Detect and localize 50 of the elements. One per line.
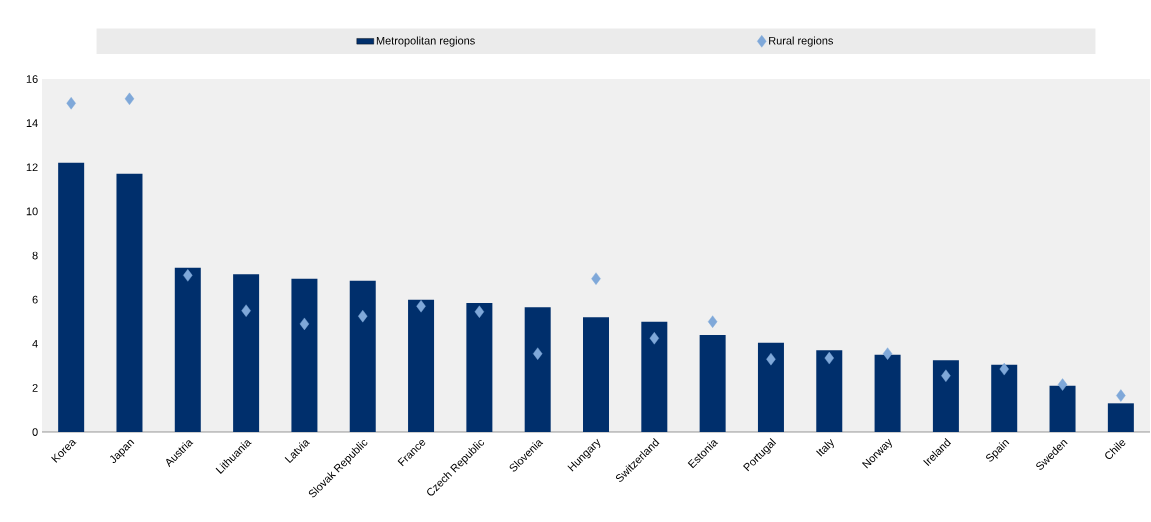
bar	[116, 173, 143, 432]
point	[591, 272, 601, 285]
point	[241, 304, 251, 317]
point	[474, 305, 485, 318]
point	[124, 92, 135, 106]
bar	[583, 317, 609, 432]
y-tick-label: 2	[32, 384, 38, 392]
point	[416, 300, 426, 313]
y-tick-label: 10	[26, 207, 38, 216]
bar	[174, 267, 201, 432]
bar	[699, 334, 726, 432]
point	[1057, 378, 1068, 391]
point	[1116, 389, 1126, 402]
point	[766, 352, 776, 366]
bar	[874, 354, 901, 432]
y-tick-label: 0	[32, 428, 38, 436]
legend-label: Metropolitan regions	[376, 36, 475, 47]
bar	[291, 278, 318, 432]
bar	[233, 274, 260, 432]
y-tick-label: 12	[26, 163, 38, 172]
point	[824, 351, 834, 365]
bar	[932, 360, 959, 432]
bar	[466, 302, 493, 432]
point	[882, 347, 893, 360]
bar	[408, 299, 435, 432]
bar	[991, 364, 1018, 432]
y-tick-label: 6	[32, 295, 38, 304]
point	[941, 369, 951, 382]
bar	[1049, 385, 1076, 432]
point	[999, 362, 1009, 376]
y-tick-label: 4	[32, 339, 38, 348]
point	[532, 347, 543, 360]
bar	[1107, 403, 1134, 432]
bar	[524, 307, 551, 432]
bar	[58, 162, 85, 432]
point	[66, 97, 76, 110]
x-tick-label: Italy	[816, 438, 834, 457]
legend-label: Rural regions	[769, 36, 834, 47]
point	[183, 269, 193, 282]
point	[299, 317, 310, 331]
bar	[641, 321, 668, 432]
bar	[816, 350, 843, 432]
bar	[757, 342, 784, 432]
point	[707, 315, 718, 328]
bar	[349, 280, 376, 432]
y-tick-label: 16	[26, 75, 38, 83]
point	[358, 309, 368, 323]
y-tick-label: 14	[26, 119, 38, 127]
y-tick-label: 8	[32, 251, 38, 260]
point	[649, 332, 660, 345]
